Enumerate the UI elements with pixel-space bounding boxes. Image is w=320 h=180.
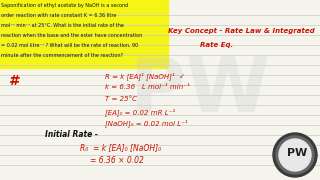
Circle shape [273,133,317,177]
Text: reaction when the base and the ester have concentration: reaction when the base and the ester hav… [1,33,142,38]
Text: P: P [287,148,295,158]
Text: mol⁻¹ min⁻¹ at 25°C. What is the initial rate of the: mol⁻¹ min⁻¹ at 25°C. What is the initial… [1,23,124,28]
Text: R = k [EA]¹ [NaOH]¹  ✓: R = k [EA]¹ [NaOH]¹ ✓ [105,72,185,80]
Text: R₀  = k [EA]₀ [NaOH]₀: R₀ = k [EA]₀ [NaOH]₀ [80,143,161,152]
Text: minute after the commencement of the reaction?: minute after the commencement of the rea… [1,53,123,58]
Text: [NaOH]₀ = 0.02 mol L⁻¹: [NaOH]₀ = 0.02 mol L⁻¹ [105,119,188,127]
Text: order reaction with rate constant K = 6.36 litre: order reaction with rate constant K = 6.… [1,13,116,18]
Text: Rate Eq.: Rate Eq. [200,42,233,48]
Circle shape [279,139,311,171]
Text: k = 6.36   L mol⁻¹ min⁻¹: k = 6.36 L mol⁻¹ min⁻¹ [105,84,190,90]
Circle shape [276,136,314,174]
Text: [EA]₀ = 0.02 mR L⁻¹: [EA]₀ = 0.02 mR L⁻¹ [105,108,175,116]
Bar [0,0,168,68]
Text: Key Concept - Rate Law & Integrated: Key Concept - Rate Law & Integrated [168,28,315,34]
Text: #: # [8,74,18,88]
Text: PW: PW [130,53,270,127]
Text: = 6.36 × 0.02: = 6.36 × 0.02 [90,156,144,165]
Text: T = 25°C: T = 25°C [105,96,137,102]
Text: W: W [295,148,307,158]
Text: Initial Rate -: Initial Rate - [45,130,98,139]
Text: Saponification of ethyl acetate by NaOH is a second: Saponification of ethyl acetate by NaOH … [1,3,128,8]
Text: = 0.02 mol litre⁻¹ ? What will be the rate of reaction, 90: = 0.02 mol litre⁻¹ ? What will be the ra… [1,43,138,48]
